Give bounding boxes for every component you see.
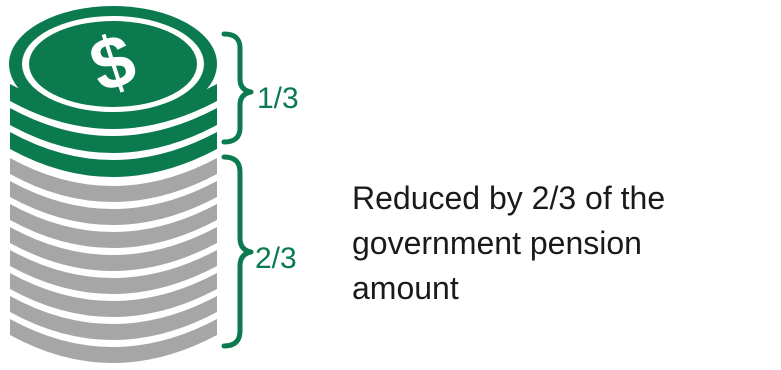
gray-coin-slice <box>10 181 217 225</box>
bottom-fraction-label: 2/3 <box>255 242 297 275</box>
gray-coin-slice <box>10 250 217 294</box>
gray-coin-slice <box>10 227 217 271</box>
top-bracket <box>221 31 254 145</box>
description-line-3: amount <box>352 270 459 306</box>
green-coin-slice <box>10 132 217 177</box>
gray-coin-slice <box>10 296 217 340</box>
description-line-1: Reduced by 2/3 of the <box>352 180 666 216</box>
gray-coin-slice <box>10 204 217 248</box>
green-coin-stack <box>10 84 217 177</box>
green-coin-slice <box>10 84 217 129</box>
top-coin: $ <box>9 6 217 122</box>
gray-coin-slice <box>10 158 217 202</box>
green-coin-slice <box>10 108 217 153</box>
reduction-description: Reduced by 2/3 of the government pension… <box>352 176 777 311</box>
description-line-2: government pension <box>352 225 642 261</box>
gray-coin-stack <box>10 158 217 363</box>
gray-coin-slice <box>10 319 217 363</box>
gray-coin-slice <box>10 273 217 317</box>
bottom-bracket <box>221 154 254 349</box>
top-fraction-label: 1/3 <box>257 82 299 115</box>
